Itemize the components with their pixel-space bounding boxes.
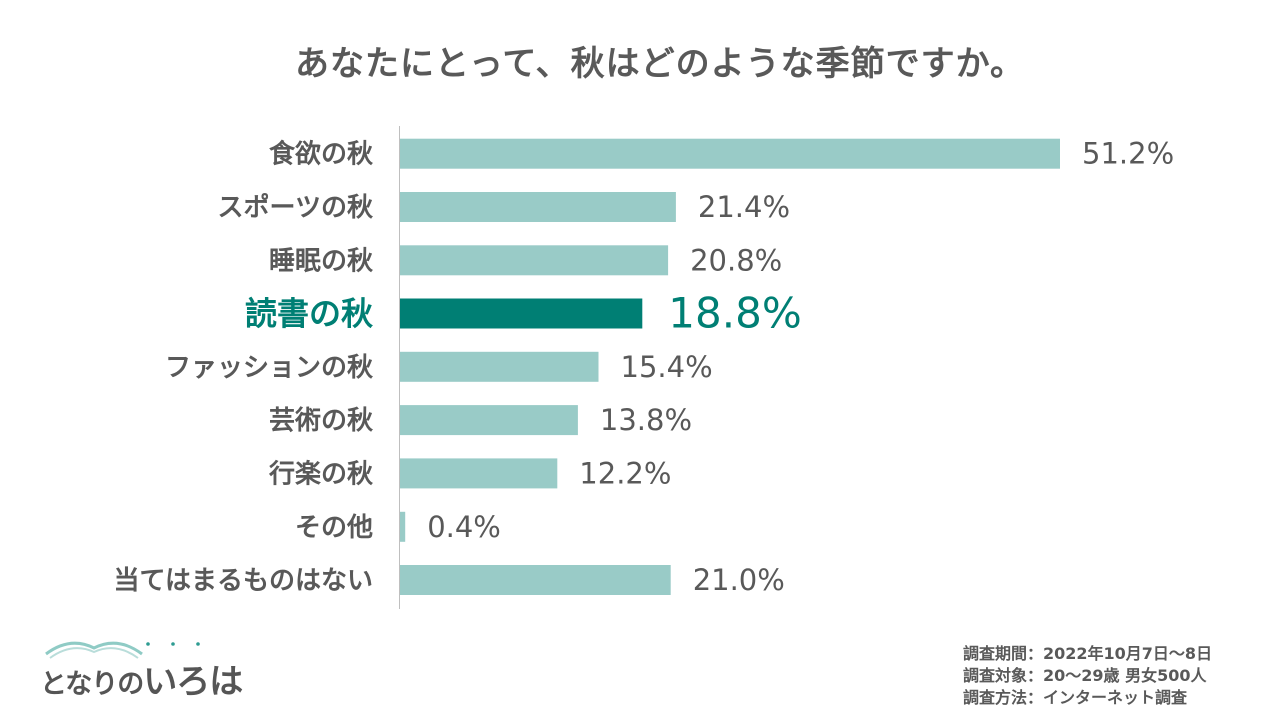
category-label-6: 行楽の秋 [268,458,374,489]
value-label-5: 13.8% [600,403,692,437]
bar-4 [400,351,599,382]
bar-8 [400,565,671,595]
category-label-2: 睡眠の秋 [269,246,374,276]
logo-text-big: いろは [143,662,243,702]
survey-notes: 調査期間：2022年10月7日～8日 調査対象：20～29歳 男女500人 調査… [963,643,1212,709]
value-label-1: 21.4% [698,190,790,224]
bar-7 [400,511,406,542]
category-label-3: 読書の秋 [245,295,373,333]
value-label-8: 21.0% [693,563,785,597]
brand-logo: となりのいろは [38,632,243,702]
chart-title: あなたにとって、秋はどのような季節ですか。 [295,44,1025,84]
value-label-2: 20.8% [690,243,782,277]
book-icon [45,641,200,659]
survey-period: 調査期間：2022年10月7日～8日 [963,644,1213,663]
bar-3 [400,298,643,329]
survey-method: 調査方法：インターネット調査 [963,688,1188,707]
category-label-7: その他 [295,513,373,543]
bar-2 [400,245,669,276]
category-label-8: 当てはまるものはない [114,566,373,596]
value-label-4: 15.4% [621,350,713,384]
bar-1 [400,192,676,222]
category-label-5: 芸術の秋 [269,406,374,436]
logo-text-small: となりの [40,669,144,700]
bar-chart: 食欲の秋 51.2% スポーツの秋 21.4% 睡眠の秋 20.8% 読書の秋 18.8% ファ… [114,126,1174,609]
bar-6 [400,458,558,489]
category-label-1: スポーツの秋 [218,192,374,223]
value-label-0: 51.2% [1082,137,1174,171]
value-label-7: 0.4% [427,510,501,544]
category-label-0: 食欲の秋 [269,139,374,170]
category-label-4: ファッションの秋 [165,353,374,383]
value-label-3: 18.8% [668,289,801,338]
bar-0 [400,138,1060,169]
bar-5 [400,405,578,436]
value-label-6: 12.2% [579,456,671,490]
survey-target: 調査対象：20～29歳 男女500人 [963,666,1207,685]
